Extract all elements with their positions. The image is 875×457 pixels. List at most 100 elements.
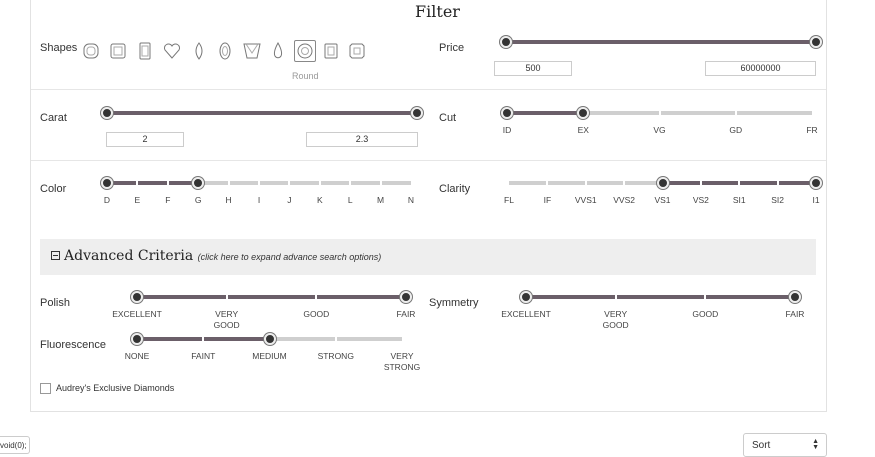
fluorescence-label: Fluorescence [40, 339, 107, 351]
slider-min-handle[interactable] [101, 107, 113, 119]
advanced-criteria-hint: (click here to expand advance search opt… [197, 252, 382, 262]
slider-tick [349, 181, 352, 185]
slider-max-handle[interactable] [810, 177, 822, 189]
color-label: Color [40, 183, 67, 195]
slider-max-handle[interactable] [577, 107, 590, 119]
heart-icon[interactable] [162, 41, 182, 61]
exclusive-diamonds-checkbox[interactable] [40, 383, 51, 394]
slider-tick-label: SI2 [771, 195, 784, 205]
slider-tick-label: EXCELLENT [501, 309, 551, 319]
princess-icon[interactable] [108, 41, 128, 61]
sort-select[interactable]: Sort ▲ ▼ [743, 433, 827, 457]
carat-min-input[interactable]: 2 [106, 132, 184, 147]
round-icon[interactable] [294, 40, 316, 62]
slider-tick-label: VVS1 [574, 195, 597, 205]
slider-tick-label: NONE [124, 351, 150, 361]
slider-fill [107, 181, 199, 185]
pear-icon[interactable] [268, 41, 288, 61]
emerald-icon[interactable] [135, 41, 155, 61]
slider-tick [738, 181, 741, 185]
slider-tick-label: N [407, 195, 415, 205]
slider-tick-label: VG [653, 125, 666, 135]
trillion-icon[interactable] [242, 41, 262, 61]
slider-max-handle[interactable] [400, 291, 412, 303]
slider-tick [734, 111, 737, 115]
slider-tick-label: K [316, 195, 323, 205]
slider-tick-label: VERY GOOD [213, 309, 240, 330]
slider-tick [202, 337, 205, 341]
slider-tick [776, 181, 779, 185]
slider-tick-label: FL [504, 195, 514, 205]
slider-tick-label: FAIR [785, 309, 805, 319]
marquise-icon[interactable] [189, 41, 209, 61]
slider-tick-label: STRONG [317, 351, 354, 361]
slider-tick-label: MEDIUM [252, 351, 287, 361]
slider-tick-label: H [225, 195, 232, 205]
slider-tick [546, 181, 549, 185]
filter-title: Filter [415, 2, 460, 21]
slider-tick-label: FR [806, 125, 818, 135]
slider-min-handle[interactable] [656, 177, 669, 189]
slider-max-handle[interactable] [263, 333, 276, 345]
divider [31, 89, 826, 90]
slider-min-handle[interactable] [501, 107, 513, 119]
slider-tick-label: VVS2 [613, 195, 635, 205]
slider-tick-label: VS2 [692, 195, 709, 205]
slider-tick-label: SI1 [732, 195, 746, 205]
slider-tick-label: J [287, 195, 292, 205]
slider-tick [136, 181, 139, 185]
slider-tick-label: I [257, 195, 261, 205]
slider-tick [334, 337, 337, 341]
slider-max-handle[interactable] [411, 107, 423, 119]
slider-min-handle[interactable] [131, 333, 143, 345]
slider-max-handle[interactable] [810, 36, 822, 48]
filter-panel [30, 0, 827, 412]
slider-tick [658, 111, 661, 115]
slider-fill [507, 111, 584, 115]
slider-max-handle[interactable] [192, 177, 205, 189]
slider-fill [137, 295, 406, 299]
slider-tick-label: VS1 [654, 195, 671, 205]
price-label: Price [439, 42, 465, 54]
select-arrows-icon: ▲ ▼ [812, 438, 819, 451]
slider-tick-label: M [377, 195, 385, 205]
divider [31, 160, 826, 161]
radiant-icon[interactable] [347, 41, 367, 61]
advanced-criteria-toggle[interactable]: Advanced Criteria (click here to expand … [40, 239, 816, 275]
slider-tick [258, 181, 260, 185]
slider-min-handle[interactable] [520, 291, 532, 303]
exclusive-diamonds-label: Audrey's Exclusive Diamonds [56, 383, 175, 393]
slider-tick [584, 181, 587, 185]
slider-tick-label: EX [577, 125, 589, 135]
slider-tick [315, 295, 318, 299]
slider-tick-label: I1 [812, 195, 820, 205]
slider-min-handle[interactable] [131, 291, 143, 303]
slider-tick-label: EXCELLENT [112, 309, 162, 319]
slider-tick [614, 295, 617, 299]
selected-shape-name: Round [292, 71, 319, 81]
carat-max-input[interactable]: 2.3 [306, 132, 418, 147]
oval-icon[interactable] [215, 41, 235, 61]
slider-tick [379, 181, 382, 185]
slider-min-handle[interactable] [500, 36, 512, 48]
slider-tick [699, 181, 702, 185]
void-link-text: void(0); [0, 436, 30, 454]
price-min-input[interactable]: 500 [494, 61, 572, 76]
price-max-input[interactable]: 60000000 [705, 61, 816, 76]
slider-tick-label: E [134, 195, 141, 205]
slider-max-handle[interactable] [789, 291, 801, 303]
slider-tick-label: GOOD [303, 309, 330, 319]
asscher-icon[interactable] [321, 41, 341, 61]
slider-tick-label: GOOD [692, 309, 719, 319]
slider-fill [107, 111, 417, 115]
slider-fill [526, 295, 795, 299]
slider-tick [318, 181, 321, 185]
slider-min-handle[interactable] [101, 177, 113, 189]
collapse-icon[interactable] [51, 251, 60, 260]
slider-tick-label: FAINT [191, 351, 216, 361]
polish-label: Polish [40, 297, 70, 309]
cushion-icon[interactable] [81, 41, 101, 61]
advanced-criteria-title: Advanced Criteria [64, 248, 194, 264]
slider-tick-label: D [103, 195, 111, 205]
slider-tick [166, 181, 169, 185]
